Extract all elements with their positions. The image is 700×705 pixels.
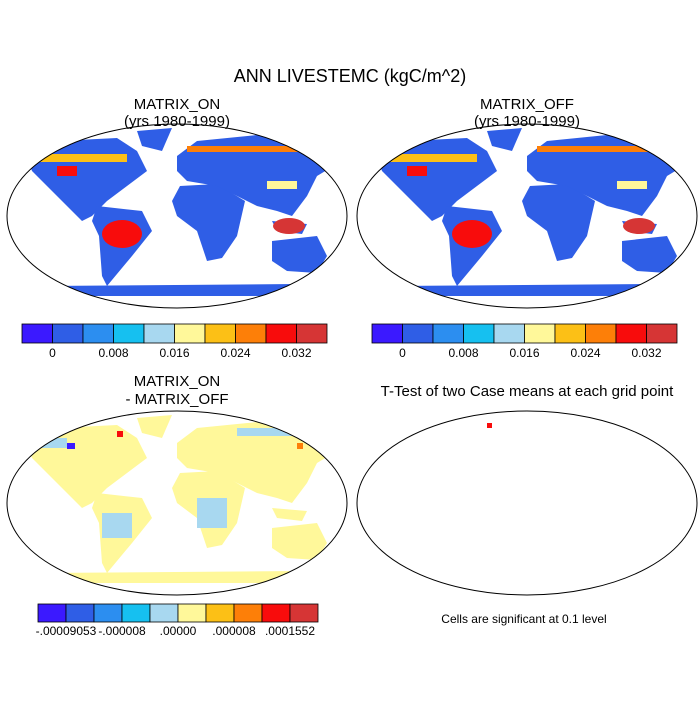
colorbar-label: .000008 <box>212 624 256 638</box>
panel-subtitle: (yrs 1980-1999) <box>474 113 580 130</box>
colorbar-box <box>21 323 53 344</box>
colorbar-label: 0.008 <box>98 346 128 360</box>
colorbar-box <box>524 323 556 344</box>
panel-subtitle: (yrs 1980-1999) <box>124 113 230 130</box>
colorbar-box <box>93 603 123 623</box>
colorbar-box <box>204 323 236 344</box>
colorbar-box <box>402 323 434 344</box>
colorbar-label: 0 <box>399 346 406 360</box>
colorbar-box <box>143 323 175 344</box>
colorbar-label: 0.024 <box>220 346 250 360</box>
map <box>6 410 348 596</box>
colorbar-box <box>235 323 267 344</box>
colorbar-label: 0.032 <box>631 346 661 360</box>
panel-subtitle: - MATRIX_OFF <box>125 391 228 408</box>
colorbar-box <box>493 323 525 344</box>
note: Cells are significant at 0.1 level <box>441 612 606 626</box>
colorbar-label: .0001552 <box>265 624 315 638</box>
colorbar-box <box>615 323 647 344</box>
map <box>6 123 348 309</box>
colorbar-label: 0.016 <box>509 346 539 360</box>
colorbar-label: 0.008 <box>448 346 478 360</box>
panel-title: MATRIX_ON <box>134 96 220 113</box>
colorbar-box <box>205 603 235 623</box>
colorbar-box <box>554 323 586 344</box>
colorbar-label: -.00009053 <box>36 624 97 638</box>
colorbar-box <box>432 323 464 344</box>
colorbar-box <box>585 323 617 344</box>
colorbar: 0 0.008 0.016 0.024 0.032 <box>371 323 678 360</box>
colorbar-label: 0.016 <box>159 346 189 360</box>
colorbar-box <box>289 603 319 623</box>
panel-title: MATRIX_OFF <box>480 96 574 113</box>
colorbar-box <box>149 603 179 623</box>
colorbar-box <box>177 603 207 623</box>
map <box>356 123 698 309</box>
colorbar-box <box>646 323 678 344</box>
colorbar-box <box>82 323 114 344</box>
colorbar-box <box>371 323 403 344</box>
colorbar-box <box>265 323 297 344</box>
colorbar-box <box>233 603 263 623</box>
colorbar: -.00009053 -.000008 .00000 .000008 .0001552 <box>36 603 319 638</box>
colorbar-box <box>463 323 495 344</box>
map <box>356 410 698 596</box>
panel-title: MATRIX_ON <box>134 373 220 390</box>
panel-title: T-Test of two Case means at each grid po… <box>381 383 674 400</box>
colorbar-box <box>261 603 291 623</box>
colorbar-box <box>296 323 328 344</box>
colorbar-label: 0.032 <box>281 346 311 360</box>
colorbar-box <box>121 603 151 623</box>
colorbar-box <box>37 603 67 623</box>
colorbar-box <box>65 603 95 623</box>
figure-title: ANN LIVESTEMC (kgC/m^2) <box>234 66 466 86</box>
colorbar-label: .00000 <box>160 624 197 638</box>
colorbar-label: 0 <box>49 346 56 360</box>
colorbar-label: -.000008 <box>98 624 146 638</box>
colorbar-box <box>52 323 84 344</box>
colorbar-label: 0.024 <box>570 346 600 360</box>
colorbar-box <box>113 323 145 344</box>
colorbar-box <box>174 323 206 344</box>
colorbar: 0 0.008 0.016 0.024 0.032 <box>21 323 328 360</box>
